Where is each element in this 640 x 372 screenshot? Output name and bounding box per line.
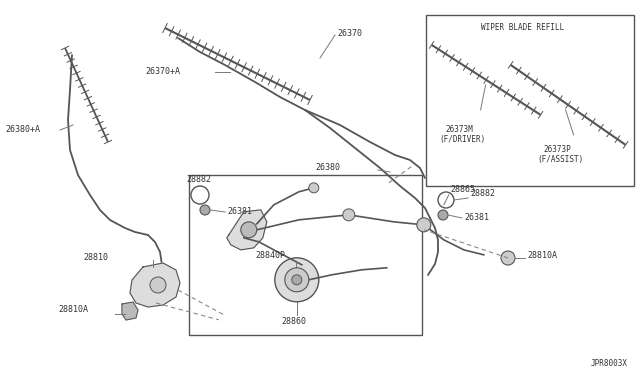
Bar <box>189 175 422 335</box>
Text: 26373M: 26373M <box>445 125 474 134</box>
Text: 26381: 26381 <box>227 208 252 217</box>
Text: 26370: 26370 <box>337 29 362 38</box>
Text: 28882: 28882 <box>186 176 211 185</box>
Text: JPR8003X: JPR8003X <box>591 359 628 369</box>
Polygon shape <box>227 210 267 250</box>
Circle shape <box>438 210 448 220</box>
Circle shape <box>241 222 257 238</box>
Text: 28840P: 28840P <box>255 251 285 260</box>
Text: 28860: 28860 <box>282 317 307 326</box>
Circle shape <box>438 192 454 208</box>
Text: 26373P: 26373P <box>543 145 572 154</box>
Circle shape <box>417 218 431 232</box>
Polygon shape <box>130 263 180 307</box>
Text: 28810A: 28810A <box>527 250 557 260</box>
Polygon shape <box>122 302 138 320</box>
Text: 28810A: 28810A <box>58 305 88 314</box>
Circle shape <box>501 251 515 265</box>
Circle shape <box>343 209 355 221</box>
Text: 26380: 26380 <box>315 164 340 173</box>
Circle shape <box>191 186 209 204</box>
Text: 26381: 26381 <box>464 214 489 222</box>
Text: WIPER BLADE REFILL: WIPER BLADE REFILL <box>481 23 564 32</box>
Circle shape <box>308 183 319 193</box>
Text: 26380+A: 26380+A <box>5 125 40 135</box>
Text: 26370+A: 26370+A <box>145 67 180 77</box>
Text: 28810: 28810 <box>83 253 108 262</box>
Circle shape <box>200 205 210 215</box>
Text: 28882: 28882 <box>470 189 495 198</box>
Circle shape <box>292 275 302 285</box>
Circle shape <box>150 277 166 293</box>
Text: (F/DRIVER): (F/DRIVER) <box>440 135 486 144</box>
Bar <box>426 15 634 186</box>
Text: (F/ASSIST): (F/ASSIST) <box>538 155 584 164</box>
Circle shape <box>275 258 319 302</box>
Circle shape <box>285 268 308 292</box>
Text: 28865: 28865 <box>451 185 476 194</box>
